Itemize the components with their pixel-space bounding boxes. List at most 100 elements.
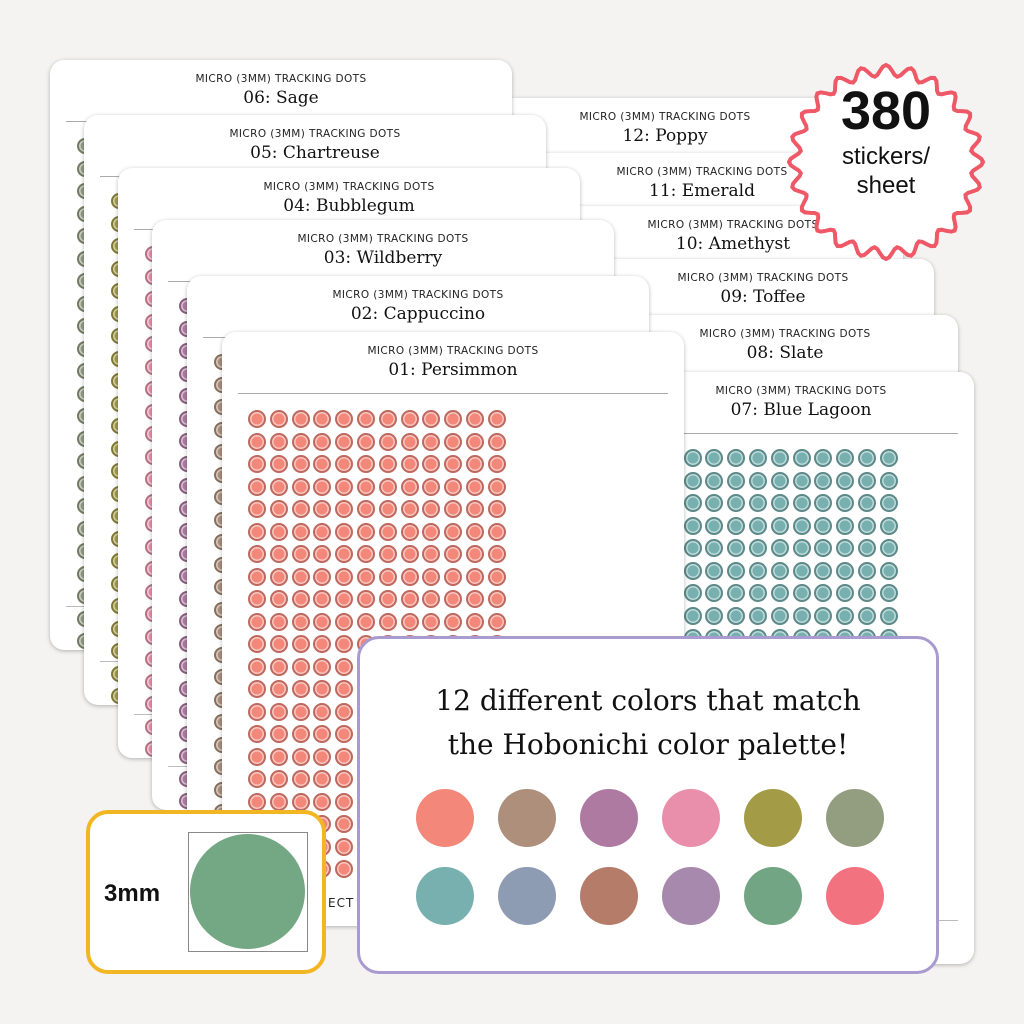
sticker-dot bbox=[356, 522, 375, 541]
sticker-dot bbox=[335, 702, 354, 721]
sticker-dot bbox=[705, 561, 724, 580]
sticker-dot bbox=[792, 561, 811, 580]
sticker-dot bbox=[313, 500, 332, 518]
sticker-dot bbox=[269, 702, 288, 721]
size-indicator: 3mm bbox=[86, 810, 326, 974]
sticker-dot bbox=[335, 770, 354, 788]
sticker-dot bbox=[335, 747, 354, 766]
sticker-dot bbox=[335, 815, 354, 833]
color-swatch bbox=[744, 789, 802, 847]
sticker-dot bbox=[291, 635, 310, 653]
sticker-dot bbox=[269, 635, 288, 653]
sticker-dot bbox=[727, 516, 746, 535]
sticker-dot bbox=[487, 567, 506, 586]
sticker-dot bbox=[857, 516, 876, 535]
sticker-dot bbox=[879, 516, 898, 535]
sticker-dot bbox=[444, 410, 463, 428]
sheet-title: 04: Bubblegum bbox=[283, 196, 415, 216]
sheet-subtitle: MICRO (3MM) TRACKING DOTS bbox=[647, 219, 819, 231]
color-swatch bbox=[826, 789, 884, 847]
sticker-dot bbox=[269, 747, 288, 766]
color-swatch bbox=[416, 789, 474, 847]
sticker-dot bbox=[748, 539, 767, 557]
sticker-dot bbox=[378, 590, 397, 608]
sticker-dot bbox=[378, 567, 397, 586]
sticker-dot bbox=[465, 477, 484, 496]
sticker-dot bbox=[313, 635, 332, 653]
sticker-dot bbox=[313, 432, 332, 451]
sticker-dot bbox=[269, 545, 288, 563]
sticker-dot bbox=[313, 725, 332, 743]
color-swatch bbox=[498, 789, 556, 847]
size-label: 3mm bbox=[104, 880, 161, 907]
sticker-dot bbox=[269, 522, 288, 541]
sticker-dot bbox=[269, 500, 288, 518]
sticker-dot bbox=[770, 561, 789, 580]
sticker-dot bbox=[487, 545, 506, 563]
sticker-dot bbox=[879, 539, 898, 557]
sticker-dot bbox=[313, 477, 332, 496]
sticker-dot bbox=[727, 449, 746, 467]
sticker-dot bbox=[487, 612, 506, 631]
size-dot-sample bbox=[190, 834, 305, 949]
sticker-dot bbox=[335, 410, 354, 428]
sheet-title: 07: Blue Lagoon bbox=[730, 400, 872, 420]
sticker-dot bbox=[727, 494, 746, 512]
sheet-title: 08: Slate bbox=[746, 343, 824, 363]
sticker-dot bbox=[248, 590, 266, 608]
sticker-dot bbox=[814, 539, 833, 557]
size-frame bbox=[188, 832, 308, 952]
sticker-dot bbox=[335, 792, 354, 811]
sticker-dot bbox=[335, 837, 354, 856]
footer-text: ECT bbox=[328, 896, 355, 910]
sticker-dot bbox=[335, 612, 354, 631]
sticker-dot bbox=[335, 590, 354, 608]
sheet-subtitle: MICRO (3MM) TRACKING DOTS bbox=[367, 345, 539, 357]
sheet-subtitle: MICRO (3MM) TRACKING DOTS bbox=[677, 272, 849, 284]
sticker-dot bbox=[248, 432, 266, 451]
sheet-subtitle: MICRO (3MM) TRACKING DOTS bbox=[332, 289, 504, 301]
sticker-dot bbox=[291, 477, 310, 496]
sticker-dot bbox=[422, 455, 441, 473]
sticker-dot bbox=[770, 539, 789, 557]
sticker-dot bbox=[422, 612, 441, 631]
sticker-dot bbox=[400, 410, 419, 428]
sticker-dot bbox=[335, 635, 354, 653]
sticker-dot bbox=[836, 494, 855, 512]
sticker-dot bbox=[248, 657, 266, 676]
sticker-dot bbox=[444, 477, 463, 496]
sticker-dot bbox=[705, 539, 724, 557]
sticker-dot bbox=[335, 500, 354, 518]
sticker-dot bbox=[444, 522, 463, 541]
sticker-dot bbox=[313, 680, 332, 698]
sticker-dot bbox=[269, 725, 288, 743]
sticker-dot bbox=[487, 500, 506, 518]
sticker-dot bbox=[683, 606, 702, 625]
sticker-dot bbox=[400, 612, 419, 631]
sticker-dot bbox=[444, 590, 463, 608]
sticker-dot bbox=[444, 432, 463, 451]
sheet-title: 11: Emerald bbox=[649, 181, 755, 201]
sticker-dot bbox=[857, 449, 876, 467]
sticker-dot bbox=[879, 449, 898, 467]
sticker-dot bbox=[748, 516, 767, 535]
badge-outline bbox=[786, 62, 986, 262]
sticker-dot bbox=[269, 477, 288, 496]
sticker-dot bbox=[400, 567, 419, 586]
sticker-dot bbox=[356, 410, 375, 428]
sticker-dot bbox=[422, 590, 441, 608]
color-palette-callout: 12 different colors that match the Hobon… bbox=[357, 636, 939, 974]
sticker-dot bbox=[836, 539, 855, 557]
sticker-dot bbox=[248, 477, 266, 496]
sticker-dot bbox=[269, 567, 288, 586]
sticker-dot bbox=[836, 471, 855, 490]
sticker-dot bbox=[269, 770, 288, 788]
sticker-dot bbox=[291, 522, 310, 541]
sticker-dot bbox=[465, 590, 484, 608]
sticker-dot bbox=[727, 606, 746, 625]
sticker-dot bbox=[313, 747, 332, 766]
color-swatch bbox=[498, 867, 556, 925]
sticker-dot bbox=[335, 455, 354, 473]
sticker-dot bbox=[248, 635, 266, 653]
sticker-dot bbox=[705, 449, 724, 467]
